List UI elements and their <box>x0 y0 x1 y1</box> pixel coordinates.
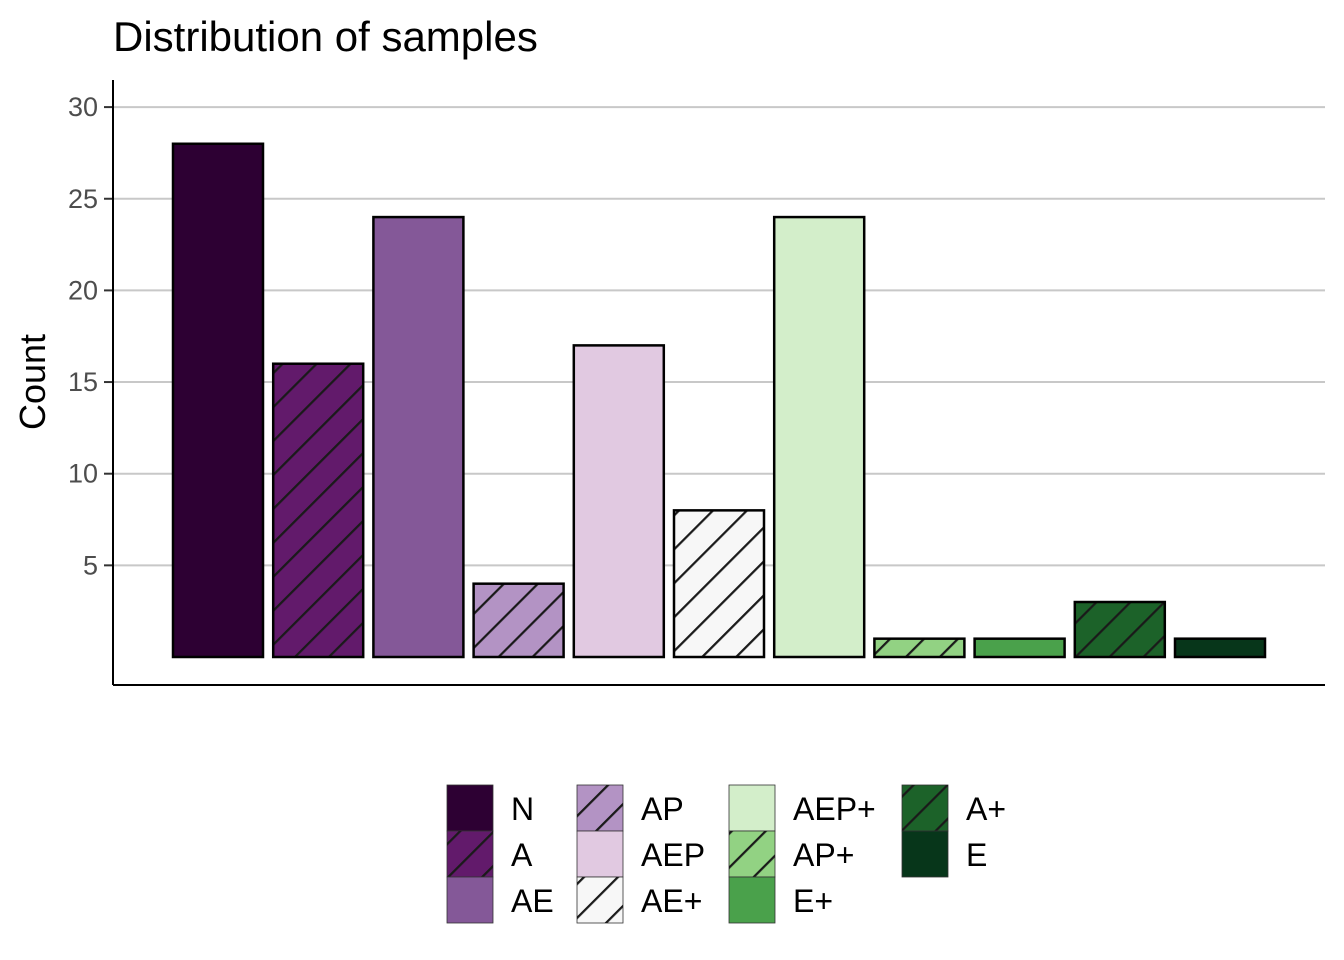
bar-hatch <box>874 638 965 657</box>
bar-outline <box>271 362 365 659</box>
legend-key <box>901 830 949 878</box>
bar <box>774 217 865 657</box>
legend-label: AEP <box>641 837 705 873</box>
legend-key-hatch <box>447 831 493 877</box>
y-tick-label: 25 <box>68 184 98 214</box>
bars <box>171 142 1267 659</box>
legend-key-hatch <box>729 831 775 877</box>
bar-hatch <box>674 510 764 657</box>
bar <box>373 217 464 657</box>
legend-key-hatch <box>902 785 948 831</box>
legend-label: N <box>511 791 534 827</box>
legend-label: E+ <box>793 883 833 919</box>
legend: NA AE AP AEP AE+ AEP+ AP+ E+ A+ E <box>446 784 1006 924</box>
legend-label: AP+ <box>793 837 854 873</box>
chart-title: Distribution of samples <box>113 13 538 60</box>
bar <box>173 143 263 657</box>
bar-outline <box>472 582 565 659</box>
legend-key <box>446 784 494 832</box>
bar-outline <box>1173 637 1267 659</box>
bar <box>573 345 664 657</box>
legend-label: AE <box>511 883 554 919</box>
bar-outline <box>572 344 666 659</box>
bar-outline <box>973 637 1066 659</box>
legend-key <box>576 830 624 878</box>
bar <box>1175 638 1265 657</box>
y-axis-ticks: 5 10 15 20 25 30 <box>68 92 113 580</box>
bar-outline <box>873 637 966 659</box>
bar-outline <box>772 215 866 659</box>
legend-key <box>728 784 776 832</box>
bar-hatch <box>1074 602 1165 657</box>
legend-label: AP <box>641 791 684 827</box>
legend-key-hatch <box>577 877 623 923</box>
y-axis-label: Count <box>12 334 53 430</box>
legend-key <box>728 876 776 924</box>
bar-outline <box>372 215 465 659</box>
y-tick-label: 5 <box>83 550 98 580</box>
legend-key-hatch <box>577 785 623 831</box>
bar <box>974 638 1065 657</box>
y-tick-label: 20 <box>68 275 98 305</box>
legend-label: A <box>511 837 533 873</box>
bar-hatch <box>273 363 364 657</box>
bar-outline <box>672 509 766 659</box>
legend-label: E <box>966 837 987 873</box>
y-tick-label: 30 <box>68 92 98 122</box>
bar-hatch <box>473 583 564 657</box>
legend-label: AE+ <box>641 883 702 919</box>
y-tick-label: 15 <box>68 367 98 397</box>
bar-outline <box>1073 600 1167 659</box>
legend-label: A+ <box>966 791 1006 827</box>
legend-key <box>446 876 494 924</box>
legend-label: AEP+ <box>793 791 876 827</box>
bar-outline <box>171 142 265 659</box>
y-tick-label: 10 <box>68 459 98 489</box>
